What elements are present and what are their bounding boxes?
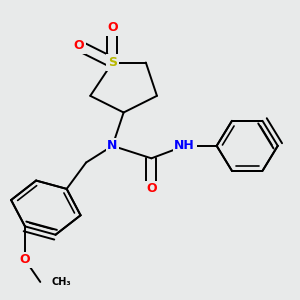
Text: CH₃: CH₃ [51,277,71,287]
Text: O: O [20,253,30,266]
Text: O: O [74,39,85,52]
Text: O: O [146,182,157,195]
Text: O: O [107,21,118,34]
Text: S: S [108,56,117,69]
Text: NH: NH [174,139,195,152]
Text: N: N [107,139,118,152]
